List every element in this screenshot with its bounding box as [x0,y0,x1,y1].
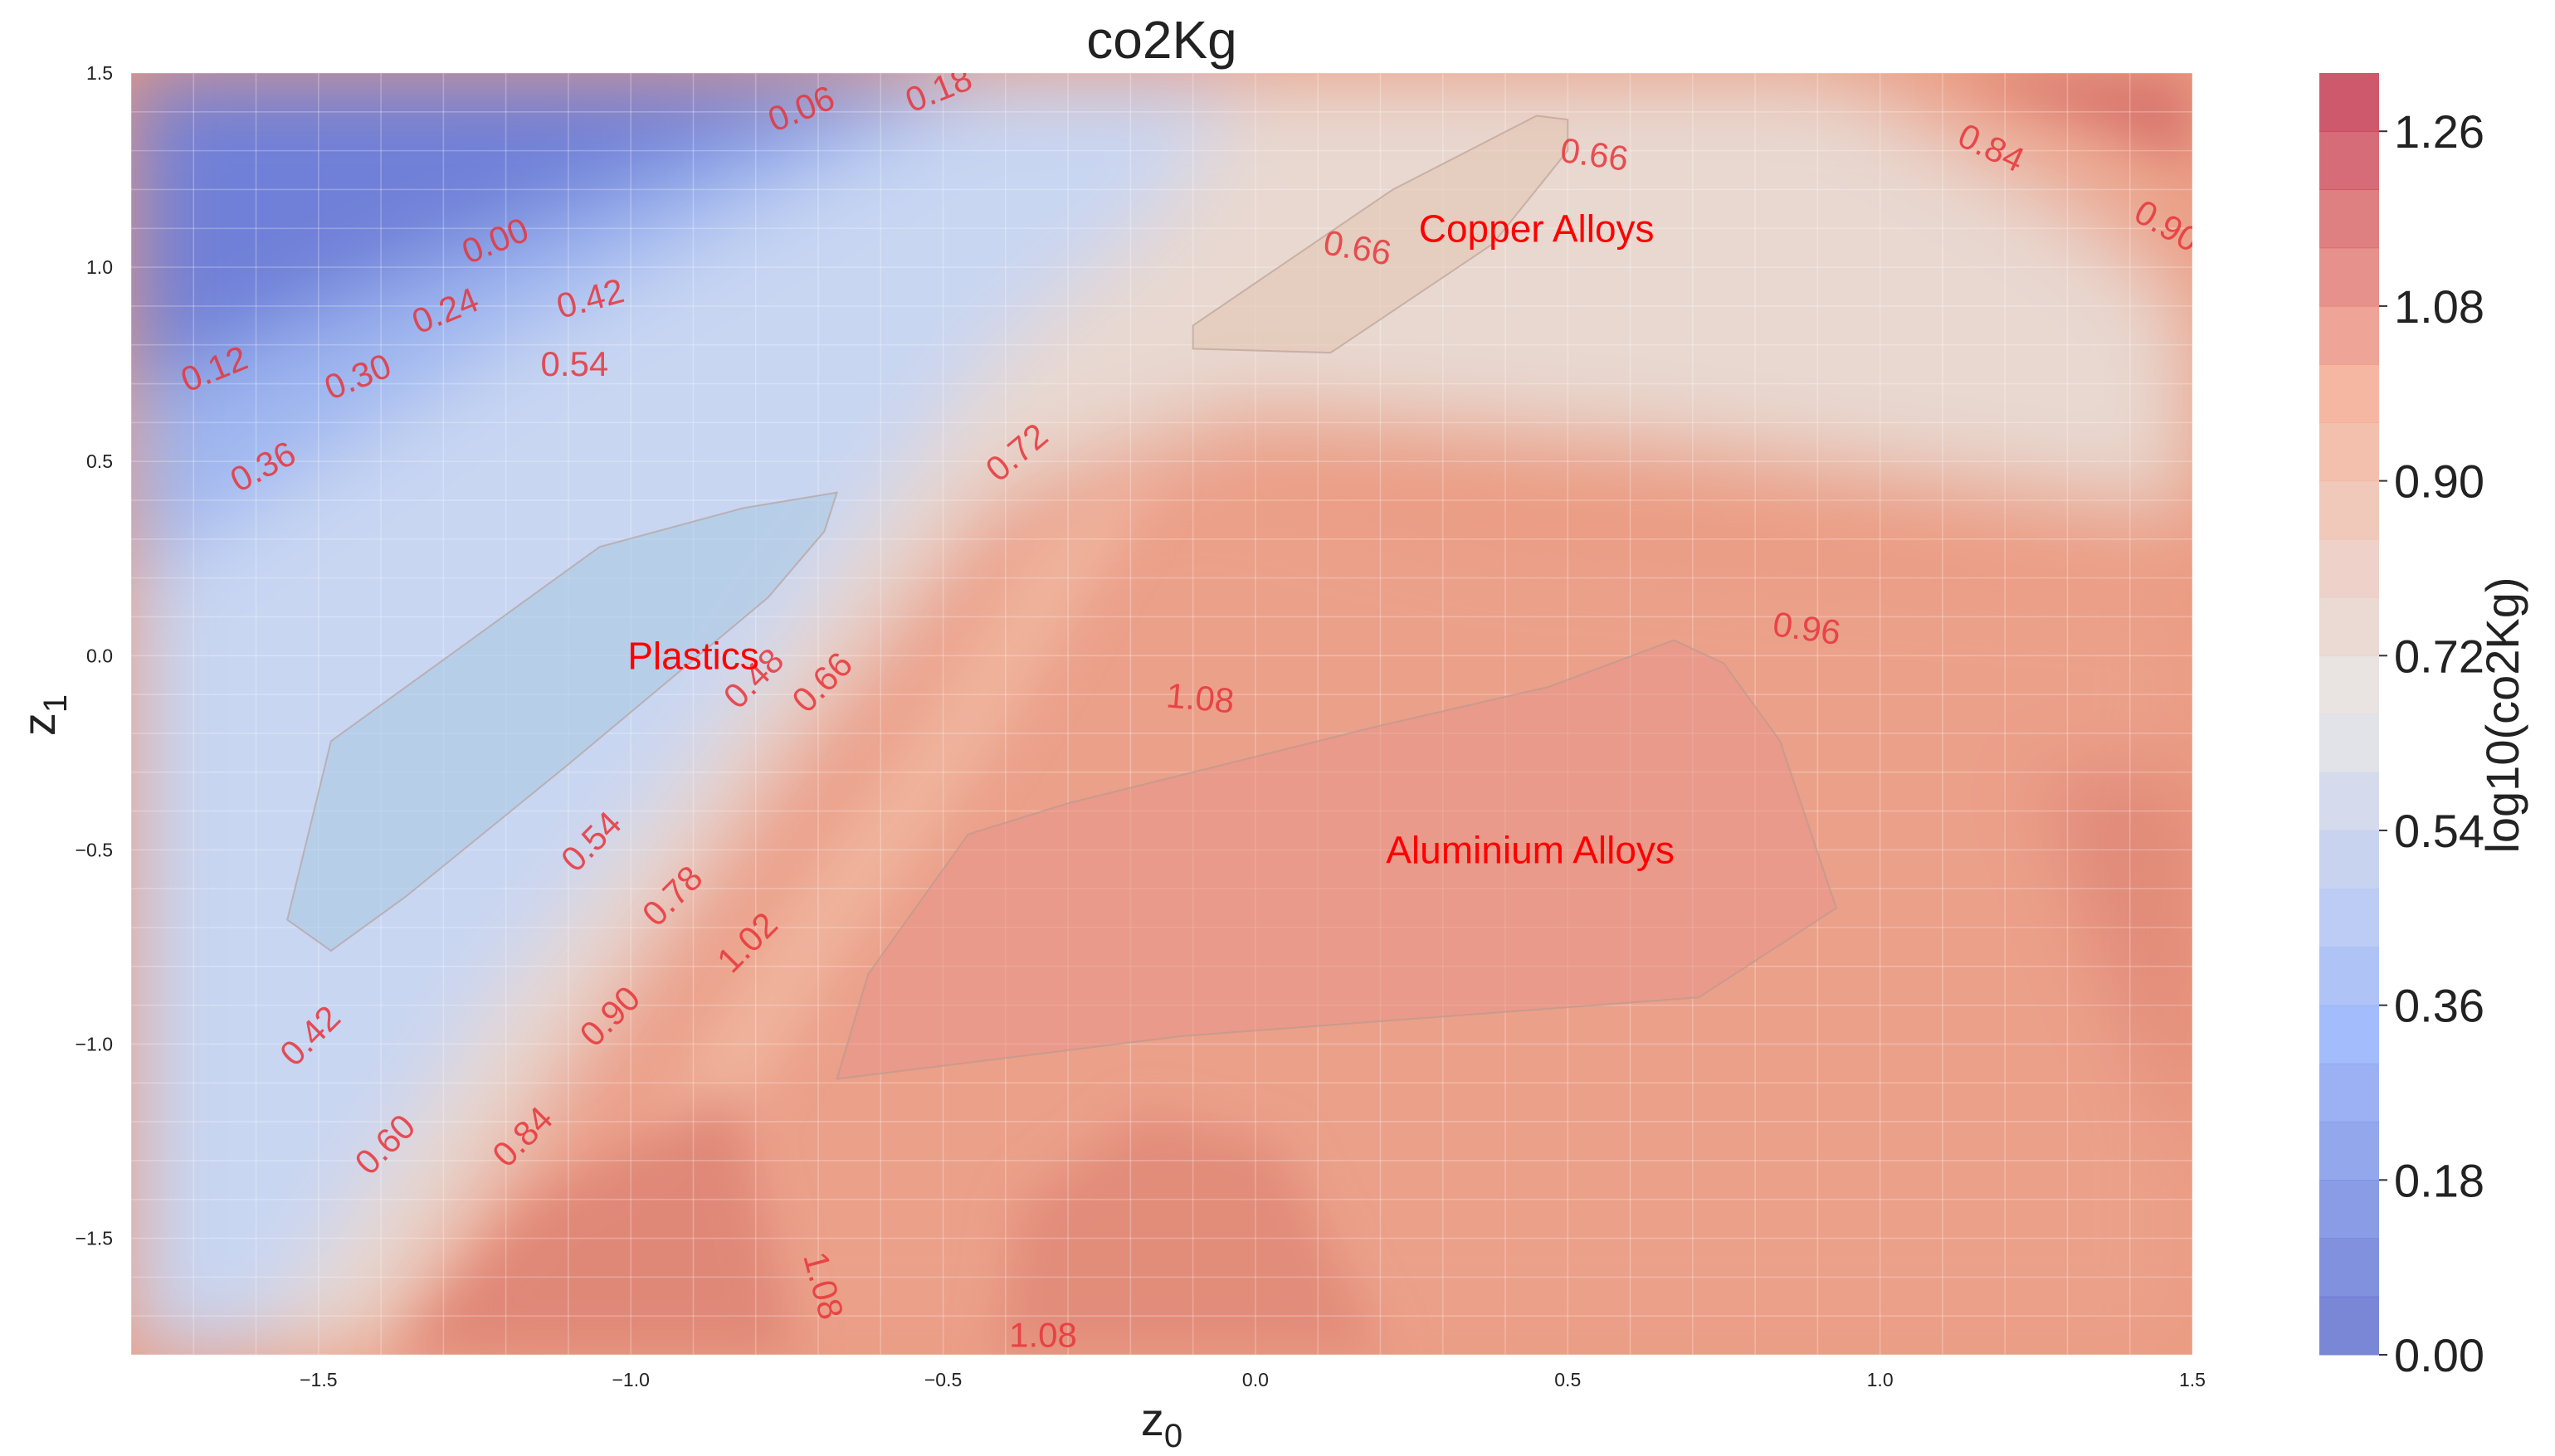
colorbar-band [2319,1296,2379,1356]
colorbar-band [2319,73,2379,132]
grid-lines [130,72,2193,1356]
colorbar-tick-label: 0.54 [2394,805,2484,857]
colorbar-band [2319,947,2379,1006]
region-label: Aluminium Alloys [1386,828,1675,871]
y-tick-label: 0.0 [86,645,113,666]
colorbar-tick-label: 1.08 [2394,280,2484,333]
colorbar-band [2319,597,2379,656]
colorbar-band [2319,713,2379,773]
colorbar-band [2319,305,2379,365]
y-tick-label: −1.0 [76,1033,113,1054]
y-tick-labels: −1.5 −1.0 −0.5 0.0 0.5 1.0 1.5 [76,62,113,1249]
colorbar [2319,73,2379,1356]
region-polygon [1192,114,1569,354]
colorbar-label: log10(co2Kg) [2476,577,2528,853]
contour-label: 0.84 [1827,1,1904,61]
contour-label: 1.08 [1165,675,1236,720]
region-polygon [836,639,1838,1080]
colorbar-band [2319,364,2379,423]
x-tick-label: 1.0 [1867,1369,1894,1390]
contour-band-top-right [1826,73,2192,315]
colorbar-band [2319,131,2379,190]
colorbar-band [2319,1180,2379,1239]
contour-band-dark-blue [131,73,954,398]
colorbar-band [2319,1063,2379,1122]
colorbar-band [2319,1238,2379,1298]
x-tick-label: −0.5 [924,1369,962,1390]
colorbar-band [2319,538,2379,598]
colorbar-tick-labels: 0.00 0.18 0.36 0.54 0.72 0.90 1.08 1.26 [2379,105,2484,1381]
colorbar-tick-label: 1.26 [2394,105,2484,158]
colorbar-band [2319,1122,2379,1181]
colorbar-band [2319,889,2379,947]
chart-title: co2Kg [1086,10,1236,70]
colorbar-tick-label: 0.72 [2394,630,2484,682]
contour-lobe-bottom-left [398,1087,797,1355]
contour-lobe-upper-right [1950,73,2192,166]
contour-label: 0.96 [1771,604,1843,652]
x-axis-label-main: z [1141,1393,1164,1445]
x-axis-label-sub: 0 [1164,1418,1182,1454]
region-polygon [286,491,839,952]
colorbar-band [2319,772,2379,831]
x-tick-label: 1.5 [2179,1369,2206,1390]
colorbar-tick-label: 0.90 [2394,455,2484,508]
colorbar-tick-label: 0.36 [2394,980,2484,1032]
colorbar-tick-label: 0.18 [2394,1154,2484,1206]
y-tick-label: 1.0 [86,256,113,278]
x-tick-label: −1.0 [612,1369,649,1390]
y-axis-label: z1 [12,694,74,736]
contour-band-right [2033,772,2192,1161]
contour-label: 0.54 [541,344,609,383]
colorbar-band [2319,422,2379,482]
y-tick-label: −1.5 [76,1228,113,1249]
y-axis-label-main: z [12,713,65,736]
x-tick-label: 0.0 [1242,1369,1269,1390]
y-tick-label: 0.5 [86,450,113,472]
region-polygons [286,114,1838,1080]
colorbar-band [2319,830,2379,889]
colorbar-tick-label: 0.00 [2394,1329,2484,1381]
contour-lobe-bottom-center [996,1112,1386,1355]
x-tick-labels: −1.5 −1.0 −0.5 0.0 0.5 1.0 1.5 [300,1369,2206,1390]
y-axis-label-sub: 1 [37,694,74,713]
x-tick-label: −1.5 [300,1369,337,1390]
x-tick-label: 0.5 [1554,1369,1581,1390]
colorbar-band [2319,247,2379,307]
contour-label: 1.08 [1009,1316,1077,1355]
contour-label: 0.66 [1558,130,1631,178]
colorbar-band [2319,189,2379,249]
y-tick-label: −0.5 [76,839,113,860]
colorbar-band [2319,655,2379,714]
x-axis-label: z0 [1141,1393,1182,1454]
region-label: Plastics [627,634,758,677]
region-label: Copper Alloys [1419,207,1655,250]
colorbar-band [2319,480,2379,540]
region-labels: Plastics Copper Alloys Aluminium Alloys [627,207,1675,871]
y-tick-label: 1.5 [86,62,113,84]
colorbar-band [2319,1005,2379,1064]
